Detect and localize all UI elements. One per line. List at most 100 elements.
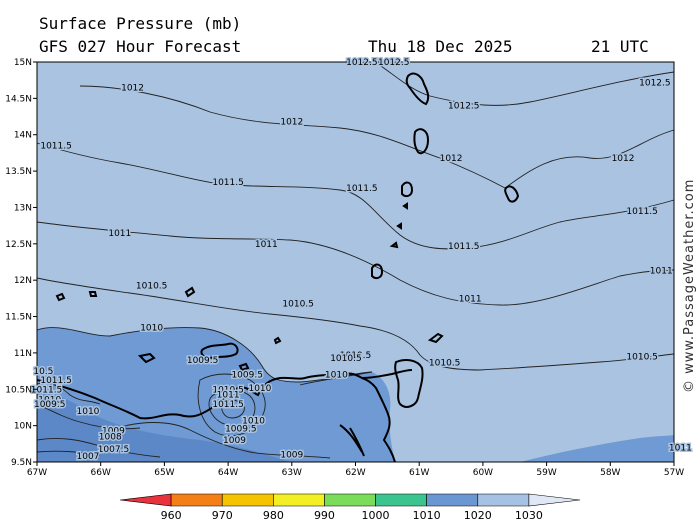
isobar-label: 1009 — [102, 427, 125, 437]
isobar-label: 1011.5 — [346, 184, 378, 194]
isobar-label: 1011 — [459, 294, 482, 304]
isobar-1009-5 — [197, 373, 266, 437]
isobar-label: 1012 — [121, 83, 144, 93]
st-lucia — [413, 128, 430, 155]
x-tick-label: 58W — [600, 468, 620, 478]
legend-tick-label: 1000 — [362, 509, 390, 522]
isobar-1009 — [109, 422, 331, 459]
legend-tick-label: 1030 — [515, 509, 543, 522]
pressure-map: 1012.5 1012.510121012.51012.510121011.510… — [5, 57, 693, 479]
isobar-label: 1011 — [108, 229, 131, 239]
y-tick-label: 14.5N — [5, 94, 32, 104]
isobar-1011 — [36, 221, 675, 306]
isobar-label: 1010 — [325, 371, 348, 381]
isobar-label: 1012 — [280, 118, 303, 128]
coche-cubagua — [238, 362, 250, 372]
legend-swatch — [221, 493, 274, 507]
legend-swatch — [324, 493, 376, 507]
isobar-label: 1009.5 — [225, 425, 257, 435]
isobar-label: 1012 — [440, 154, 463, 164]
y-tick-label: 10N — [14, 422, 32, 432]
tortuga — [137, 352, 156, 364]
isobar-label: 1009.5 — [34, 400, 66, 410]
isobar-label: 1011 — [217, 390, 240, 400]
y-tick-label: 11N — [14, 349, 32, 359]
forecast-label: GFS 027 Hour Forecast — [39, 37, 242, 56]
isobar-label: 1009.5 — [187, 356, 219, 366]
martinique — [405, 72, 430, 106]
isobar-label: 1010.5 — [282, 299, 314, 309]
isobar-label: 1010.5 — [626, 353, 658, 363]
st-vincent — [401, 181, 414, 198]
isobar-label: 1007.5 — [98, 445, 130, 455]
x-tick-label: 67W — [27, 468, 47, 478]
y-tick-label: 14N — [14, 131, 32, 141]
trinidad — [394, 359, 424, 408]
isobar-label: 1011.5 — [212, 400, 244, 410]
margarita — [200, 342, 239, 360]
y-tick-label: 15N — [14, 58, 32, 68]
legend: 960 970 980 990 1000 1010 1020 1030 — [0, 490, 700, 525]
x-tick-label: 64W — [218, 468, 238, 478]
isobar-label: 1010 — [38, 395, 61, 405]
y-tick-label: 13N — [14, 203, 32, 213]
south-american-coast — [36, 372, 396, 463]
legend-swatch — [170, 493, 223, 507]
isobar-label: 1012.5 — [448, 102, 480, 112]
watermark: © www.PassageWeather.com — [678, 148, 698, 398]
y-tick-label: 13.5N — [5, 167, 32, 177]
isobar-1011-5 — [36, 142, 675, 250]
legend-swatch — [477, 493, 530, 507]
isobar-label: 1011 — [650, 267, 673, 277]
x-tick-label: 66W — [91, 468, 111, 478]
isobar-label: 1008 — [99, 433, 122, 443]
x-tick-label: 60W — [473, 468, 493, 478]
legend-tick-label: 960 — [161, 509, 182, 522]
y-tick-label: 12.5N — [5, 240, 32, 250]
isobar-label: 1011 — [255, 240, 278, 250]
isobar-label: 1009.5 — [231, 371, 263, 381]
grenada — [371, 263, 384, 280]
x-tick-label: 57W — [664, 468, 684, 478]
legend-tick-label: 1020 — [464, 509, 492, 522]
map-title: Surface Pressure (mb) — [39, 14, 242, 33]
legend-swatch — [273, 493, 325, 507]
isobar-label: 1012.5 — [378, 58, 410, 68]
x-tick-label: 63W — [282, 468, 302, 478]
x-tick-label: 65W — [154, 468, 174, 478]
isobar-label: 1009 — [280, 451, 303, 461]
header: Surface Pressure (mb) GFS 027 Hour Forec… — [0, 0, 700, 60]
legend-swatch — [426, 493, 479, 507]
paria-peninsula — [361, 369, 413, 379]
isobar-label: 1011.5 — [212, 178, 244, 188]
watermark-text: © www.PassageWeather.com — [682, 179, 697, 393]
isobar-label: 1010 — [140, 323, 163, 333]
isobar-label: 1011.5 — [626, 207, 658, 217]
isobar-1010 — [36, 327, 373, 383]
isobar-1010-5-b — [299, 371, 373, 386]
isobar-label: 1010 — [77, 407, 100, 417]
isobar-label: 1009 — [223, 436, 246, 446]
legend-tick-label: 970 — [212, 509, 233, 522]
isobar-1010-5 — [36, 277, 675, 371]
x-tick-label: 61W — [409, 468, 429, 478]
isobar-1010-c — [36, 403, 141, 430]
isobar-labels: 1012.5 1012.510121012.51012.510121011.510… — [29, 57, 693, 464]
blanquilla — [184, 286, 196, 298]
isobar-label: 1011.5 — [448, 242, 480, 252]
testigos — [273, 336, 282, 345]
legend-swatch — [375, 493, 427, 507]
y-tick-label: 12N — [14, 276, 32, 286]
isobar-label: 1010 — [242, 417, 265, 427]
isobar-label: 1011.5 — [40, 376, 72, 386]
y-tick-label: 10.5N — [5, 385, 32, 395]
legend-swatch — [528, 493, 581, 507]
isobar-label: 1012.5 — [346, 58, 378, 68]
axis-ticks: 67W 66W 65W 64W 63W 62W 61W 60W 59W 58W 57W 15N 14.5… — [5, 58, 684, 478]
x-tick-label: 62W — [345, 468, 365, 478]
orinoco-delta — [339, 424, 365, 457]
legend-tick-label: 1010 — [413, 509, 441, 522]
isobar-label: 1010 — [248, 384, 271, 394]
legend-swatch — [119, 493, 172, 507]
coastlines — [36, 72, 520, 463]
